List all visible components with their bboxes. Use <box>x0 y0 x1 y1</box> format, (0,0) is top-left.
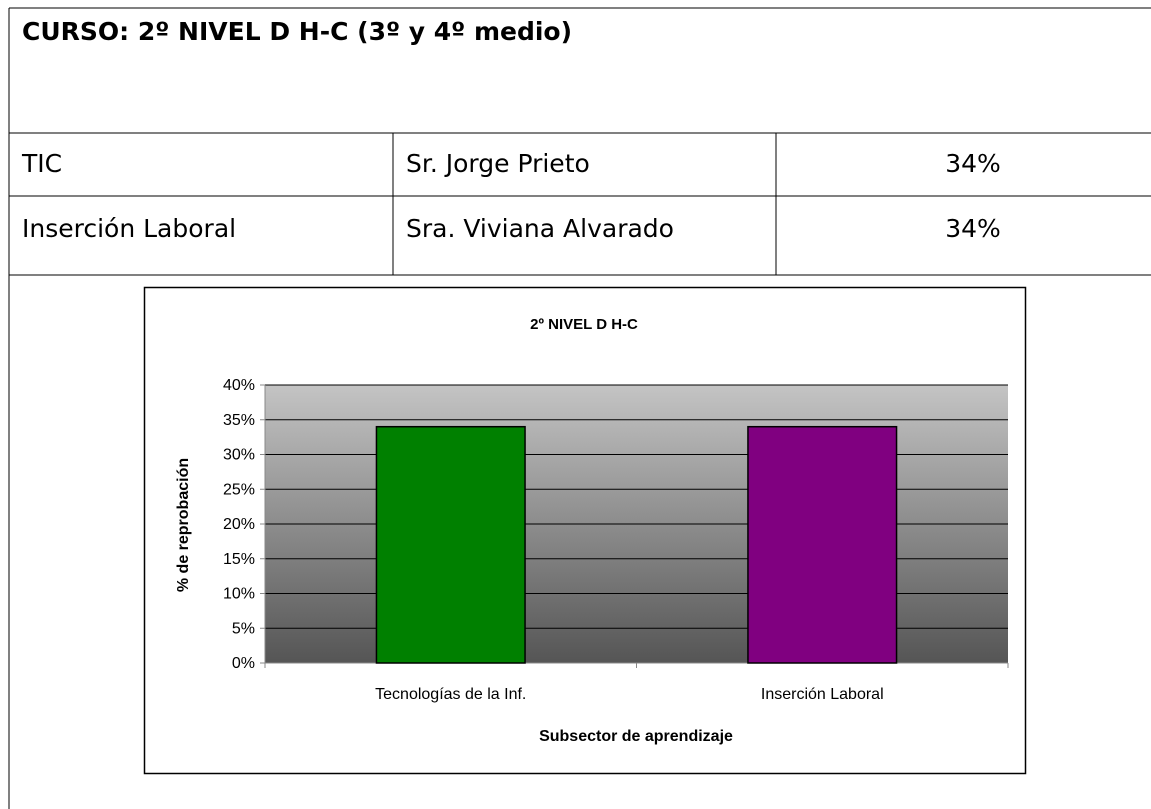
cell: TIC <box>21 149 62 178</box>
y-tick-label: 0% <box>232 655 255 672</box>
chart-title: 2º NIVEL D H-C <box>530 316 638 333</box>
y-tick-label: 15% <box>223 551 255 568</box>
y-tick-label: 30% <box>223 447 255 464</box>
bar <box>375 425 526 664</box>
cell: Sra. Viviana Alvarado <box>406 214 674 243</box>
cell: 34% <box>945 149 1001 178</box>
x-tick-label: Tecnologías de la Inf. <box>375 686 526 703</box>
y-tick-label: 35% <box>223 412 255 429</box>
cell: Inserción Laboral <box>22 214 236 243</box>
y-axis-label: % de reprobación <box>175 458 192 592</box>
x-axis-label: Subsector de aprendizaje <box>539 728 733 745</box>
y-tick-label: 5% <box>232 620 255 637</box>
cell: 34% <box>945 214 1001 243</box>
y-tick-label: 25% <box>223 481 255 498</box>
y-tick-label: 40% <box>223 377 255 394</box>
cell: Sr. Jorge Prieto <box>406 149 590 178</box>
bar <box>747 425 898 664</box>
y-tick-label: 20% <box>223 516 255 533</box>
y-tick-label: 10% <box>223 586 255 603</box>
x-tick-label: Inserción Laboral <box>761 686 884 703</box>
course-title: CURSO: 2º NIVEL D H-C (3º y 4º medio) <box>22 17 572 46</box>
table-borders <box>8 7 1151 809</box>
